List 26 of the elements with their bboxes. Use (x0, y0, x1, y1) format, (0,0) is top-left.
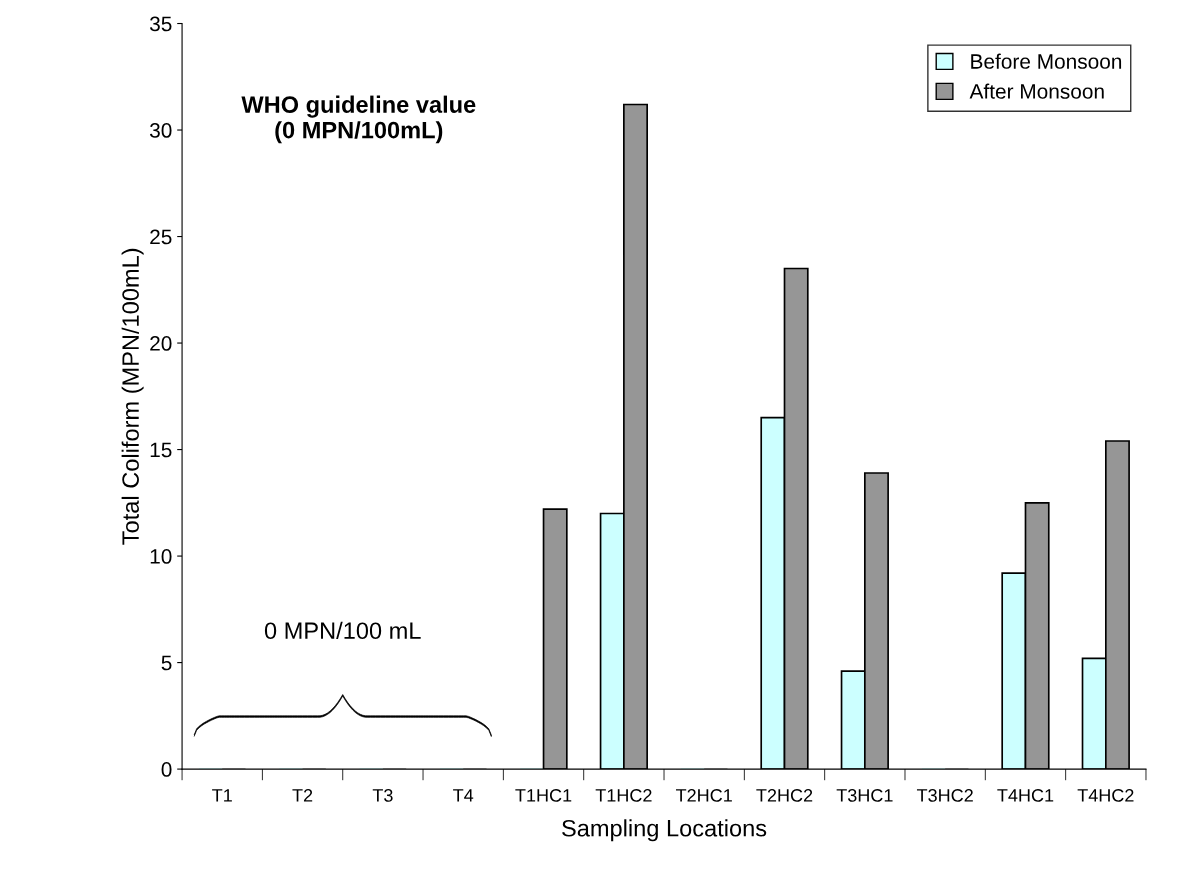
x-tick-label: T4 (453, 789, 474, 802)
legend-label: After Monsoon (969, 83, 1104, 99)
x-tick-label: T1HC2 (595, 789, 652, 802)
y-tick-label: 5 (161, 655, 172, 671)
y-tick-label: 0 (161, 762, 172, 777)
x-tick-label: T3HC2 (916, 789, 973, 802)
x-tick-label: T2HC1 (675, 789, 732, 802)
x-axis-title: Sampling Locations (562, 819, 767, 842)
x-tick-label: T2 (292, 789, 313, 802)
y-tick-label: 35 (149, 16, 172, 32)
x-tick-label: T3HC1 (836, 789, 893, 802)
x-tick-label: T1 (212, 789, 232, 802)
annotation: WHO guideline value (0 MPN/100mL) (241, 95, 476, 144)
x-tick-label: T3 (372, 789, 393, 802)
y-tick-label: 10 (150, 549, 172, 564)
annotation: 0 MPN/100 mL (264, 621, 421, 640)
legend-label: Before Monsoon (971, 53, 1122, 69)
x-tick-label: T1HC1 (515, 789, 572, 802)
y-axis-title: Total Coliform (MPN/100mL) (121, 248, 144, 545)
y-tick-label: 25 (150, 229, 172, 245)
y-tick-label: 20 (150, 336, 172, 351)
x-tick-label: T4HC2 (1077, 789, 1134, 802)
y-tick-label: 15 (150, 442, 172, 458)
x-tick-label: T4HC1 (997, 789, 1054, 802)
x-tick-label: T2HC2 (756, 789, 813, 802)
y-tick-label: 30 (149, 123, 172, 138)
